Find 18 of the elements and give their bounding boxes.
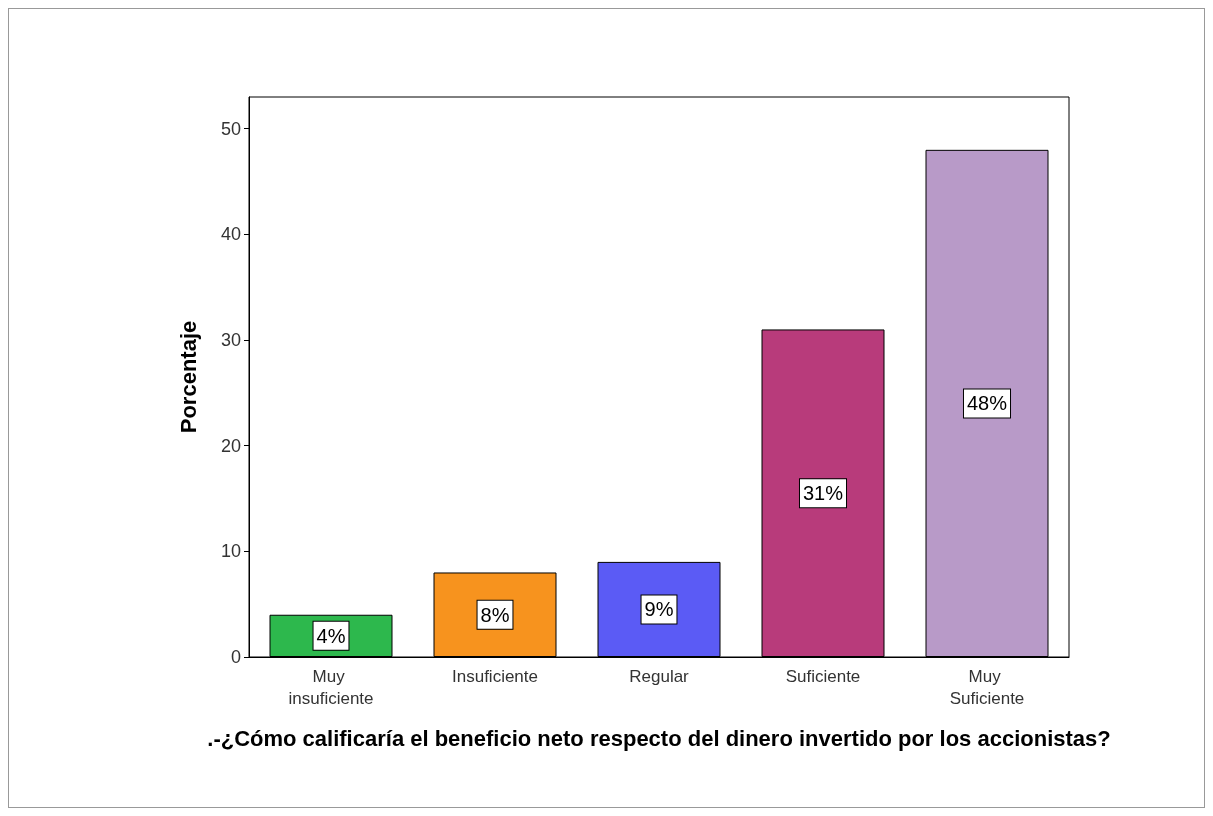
x-tick-label: Insuficiente	[452, 666, 538, 686]
data-label: 4%	[316, 624, 346, 647]
x-tick-label: Suficiente	[785, 666, 861, 686]
x-tick-label: Muy insuficiente	[288, 666, 374, 708]
x-tick-label: Muy Suficiente	[949, 666, 1025, 708]
y-tick-label: 20	[220, 435, 241, 456]
y-tick-label: 0	[230, 647, 241, 667]
x-axis-title: .-¿Cómo calificaría el beneficio neto respecto del dinero invertido por los accionistas?	[207, 725, 1111, 751]
y-tick-label: 10	[220, 541, 241, 562]
x-tick-label: Regular	[629, 666, 690, 686]
data-label: 8%	[480, 603, 510, 626]
y-tick-label: 40	[220, 224, 241, 245]
data-label: 31%	[802, 482, 844, 505]
y-axis-title: Porcentaje	[175, 320, 201, 434]
data-label: 48%	[966, 392, 1008, 415]
data-label: 9%	[644, 598, 674, 621]
y-tick-label: 50	[220, 118, 241, 139]
y-tick-label: 30	[220, 330, 241, 351]
